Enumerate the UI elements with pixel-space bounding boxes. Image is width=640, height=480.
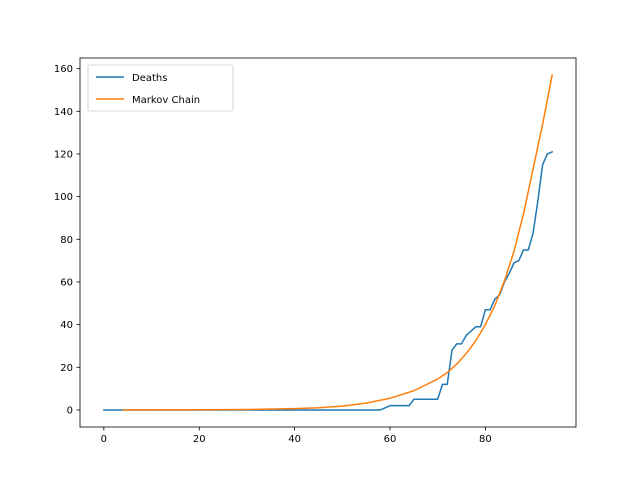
y-tick-label: 160 <box>54 64 73 75</box>
y-tick-label: 0 <box>67 405 73 416</box>
y-axis: 0 20 40 60 80 100 120 140 160 <box>54 64 80 416</box>
legend-frame <box>87 64 234 112</box>
legend-label: Deaths <box>132 73 167 84</box>
x-axis: 0 20 40 60 80 <box>101 427 492 445</box>
y-tick-label: 40 <box>60 320 73 331</box>
axes-frame <box>79 57 577 428</box>
series-line-markov-chain <box>122 74 554 411</box>
legend: Deaths Markov Chain <box>87 64 234 112</box>
y-tick-label: 120 <box>54 149 73 160</box>
plot-area <box>103 74 554 411</box>
legend-label: Markov Chain <box>132 95 200 106</box>
y-tick-label: 100 <box>54 192 73 203</box>
y-tick-label: 140 <box>54 107 73 118</box>
x-tick-label: 80 <box>479 434 492 445</box>
y-tick-label: 80 <box>60 235 73 246</box>
x-tick-label: 0 <box>101 434 107 445</box>
x-tick-label: 20 <box>193 434 206 445</box>
y-tick-label: 20 <box>60 363 73 374</box>
x-tick-label: 40 <box>288 434 301 445</box>
x-tick-label: 60 <box>384 434 397 445</box>
y-tick-label: 60 <box>60 277 73 288</box>
series-line-deaths <box>103 150 554 411</box>
